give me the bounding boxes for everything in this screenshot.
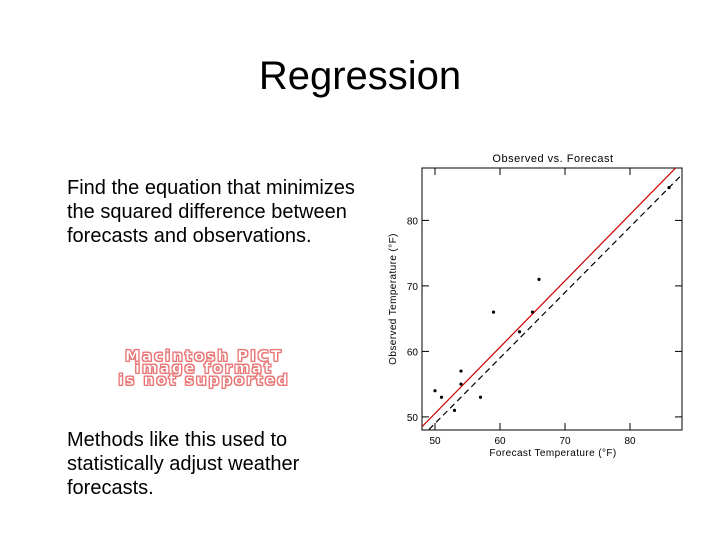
slide-title: Regression (258, 54, 462, 98)
chart-title: Observed vs. Forecast (492, 153, 613, 165)
data-point (667, 186, 671, 190)
pict-line: image format (134, 359, 274, 377)
y-tick-label: 80 (407, 216, 419, 227)
scatter-chart: Observed vs. Forecast 50 60 70 80 50 60 70 80 F… (388, 153, 683, 459)
y-tick-label: 70 (407, 282, 419, 293)
data-point (459, 382, 463, 386)
x-tick-label: 70 (559, 436, 571, 447)
data-point (433, 389, 437, 393)
x-tick-label: 50 (429, 436, 441, 447)
one-to-one-line (427, 174, 682, 430)
data-point (537, 277, 541, 281)
plot-frame (421, 167, 683, 431)
x-tick-label: 60 (494, 436, 506, 447)
body-text-top: Find the equation that minimizes the squ… (67, 177, 355, 247)
x-tick-label: 80 (624, 436, 636, 447)
body-text-bottom: Methods like this used to statistically … (67, 429, 300, 499)
data-point (439, 395, 444, 399)
pict-line: Macintosh PICT (125, 347, 283, 365)
chart-marks: 50 60 70 80 50 60 70 80 (407, 168, 682, 447)
data-point (491, 310, 496, 314)
data-point (517, 330, 522, 334)
data-point (459, 369, 463, 373)
pict-placeholder: Macintosh PICT image format is not suppo… (68, 347, 340, 389)
y-axis-label: Observed Temperature (°F) (388, 233, 399, 365)
x-axis-label: Forecast Temperature (°F) (489, 448, 616, 459)
y-tick-label: 50 (407, 413, 419, 424)
pict-line: is not supported (118, 371, 290, 389)
data-point (452, 408, 457, 412)
regression-line (422, 168, 677, 428)
data-point (478, 395, 483, 399)
y-tick-label: 60 (407, 347, 419, 358)
data-point (530, 310, 535, 314)
